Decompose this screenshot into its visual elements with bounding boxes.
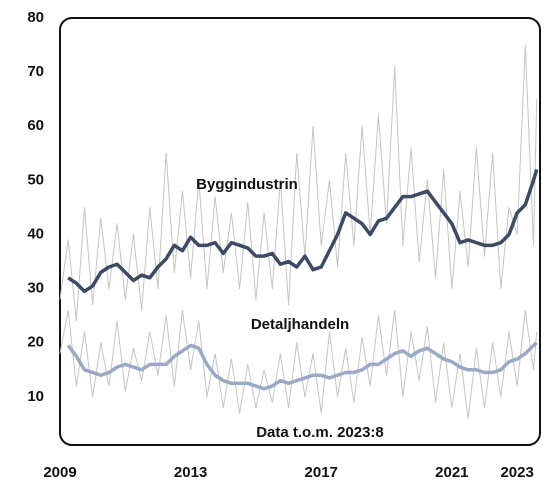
- y-tick-label: 30: [27, 280, 44, 297]
- annotation: Data t.o.m. 2023:8: [256, 424, 384, 441]
- smoothed-line: [66, 341, 538, 391]
- y-tick-label: 80: [27, 9, 44, 26]
- y-tick-label: 40: [27, 225, 44, 242]
- x-tick-label: 2017: [305, 464, 338, 481]
- x-tick-label: 2023: [500, 464, 533, 481]
- series-label: Detaljhandeln: [251, 316, 349, 333]
- series-label: Byggindustrin: [196, 176, 298, 193]
- y-tick-label: 50: [27, 171, 44, 188]
- y-tick-label: 20: [27, 334, 44, 351]
- plot-frame: [59, 17, 541, 446]
- x-tick-label: 2013: [174, 464, 207, 481]
- x-tick-label: 2009: [43, 464, 76, 481]
- smoothed-line: [67, 169, 539, 294]
- y-tick-label: 10: [27, 388, 44, 405]
- raw-line: [59, 44, 538, 322]
- raw-line: [59, 309, 538, 420]
- y-tick-label: 60: [27, 117, 44, 134]
- y-tick-label: 70: [27, 63, 44, 80]
- x-tick-label: 2021: [435, 464, 468, 481]
